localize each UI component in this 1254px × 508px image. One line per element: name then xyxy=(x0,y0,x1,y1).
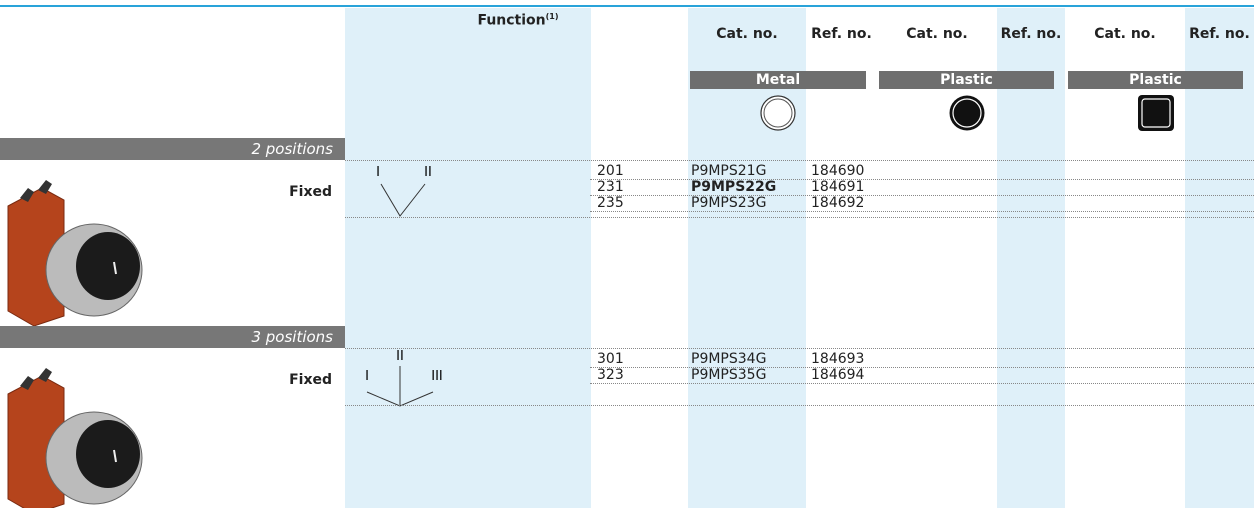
switch-photo xyxy=(7,368,143,508)
bezel-inner xyxy=(951,98,982,128)
cat-no: P9MPS35G xyxy=(691,367,767,383)
footnote-ref: (1) xyxy=(545,12,559,21)
column-band xyxy=(345,8,591,508)
section-end-rule xyxy=(345,217,1254,218)
function-code: 231 xyxy=(597,179,624,195)
function-code: 201 xyxy=(597,163,624,179)
switch-mark xyxy=(113,261,117,275)
position-label: II xyxy=(396,349,404,364)
switch-photo xyxy=(7,180,143,326)
ref-no: 184691 xyxy=(811,179,865,195)
diagram-line xyxy=(380,183,426,217)
function-diagram: I II xyxy=(376,165,432,217)
cat-header: Cat. no. xyxy=(716,26,778,42)
cat-no: P9MPS22G xyxy=(691,179,777,195)
cat-no: P9MPS23G xyxy=(691,195,767,211)
material-bar: Plastic xyxy=(879,71,1054,89)
ref-no: 184694 xyxy=(811,367,865,383)
function-code: 323 xyxy=(597,367,624,383)
switch-knob xyxy=(76,420,140,488)
column-band xyxy=(688,8,806,508)
bezel-icon xyxy=(949,95,984,131)
row-rule xyxy=(590,383,1254,384)
switch-clip xyxy=(20,368,52,390)
cat-header: Cat. no. xyxy=(906,26,968,42)
material-bar: Plastic xyxy=(1068,71,1243,89)
row-rule xyxy=(590,179,1254,180)
row-rule xyxy=(590,367,1254,368)
position-label: III xyxy=(431,369,443,384)
section-end-rule xyxy=(345,405,1254,406)
position-label: I xyxy=(365,369,369,384)
ref-no: 184693 xyxy=(811,351,865,367)
function-header: Function(1) xyxy=(418,12,618,29)
function-code: 235 xyxy=(597,195,624,211)
ref-no: 184692 xyxy=(811,195,865,211)
position-label: II xyxy=(424,165,432,180)
bezel-inner xyxy=(763,98,793,128)
diagram-line xyxy=(366,391,434,407)
position-label: I xyxy=(376,165,380,180)
section-rule xyxy=(345,160,1254,161)
type-label: Fixed xyxy=(289,184,332,200)
switch-clip xyxy=(20,180,52,202)
switch-mark xyxy=(113,449,117,463)
ref-header: Ref. no. xyxy=(811,26,872,42)
section-bar: 3 positions xyxy=(0,326,345,348)
cat-no: P9MPS21G xyxy=(691,163,767,179)
function-label: Function xyxy=(477,12,546,29)
type-label: Fixed xyxy=(289,372,332,388)
switch-knob xyxy=(76,232,140,300)
cat-header: Cat. no. xyxy=(1094,26,1156,42)
bezel-inner xyxy=(1140,98,1171,128)
section-rule xyxy=(345,348,1254,349)
ref-header: Ref. no. xyxy=(1189,26,1250,42)
cat-no: P9MPS34G xyxy=(691,351,767,367)
function-code: 301 xyxy=(597,351,624,367)
material-bar: Metal xyxy=(690,71,866,89)
row-rule xyxy=(590,211,1254,212)
bezel-icon xyxy=(760,95,796,131)
ref-no: 184690 xyxy=(811,163,865,179)
column-band xyxy=(997,8,1065,508)
row-rule xyxy=(590,195,1254,196)
bezel-icon xyxy=(1137,95,1174,131)
section-bar: 2 positions xyxy=(0,138,345,160)
ref-header: Ref. no. xyxy=(1000,26,1062,42)
top-rule xyxy=(0,5,1254,7)
column-band xyxy=(1185,8,1254,508)
